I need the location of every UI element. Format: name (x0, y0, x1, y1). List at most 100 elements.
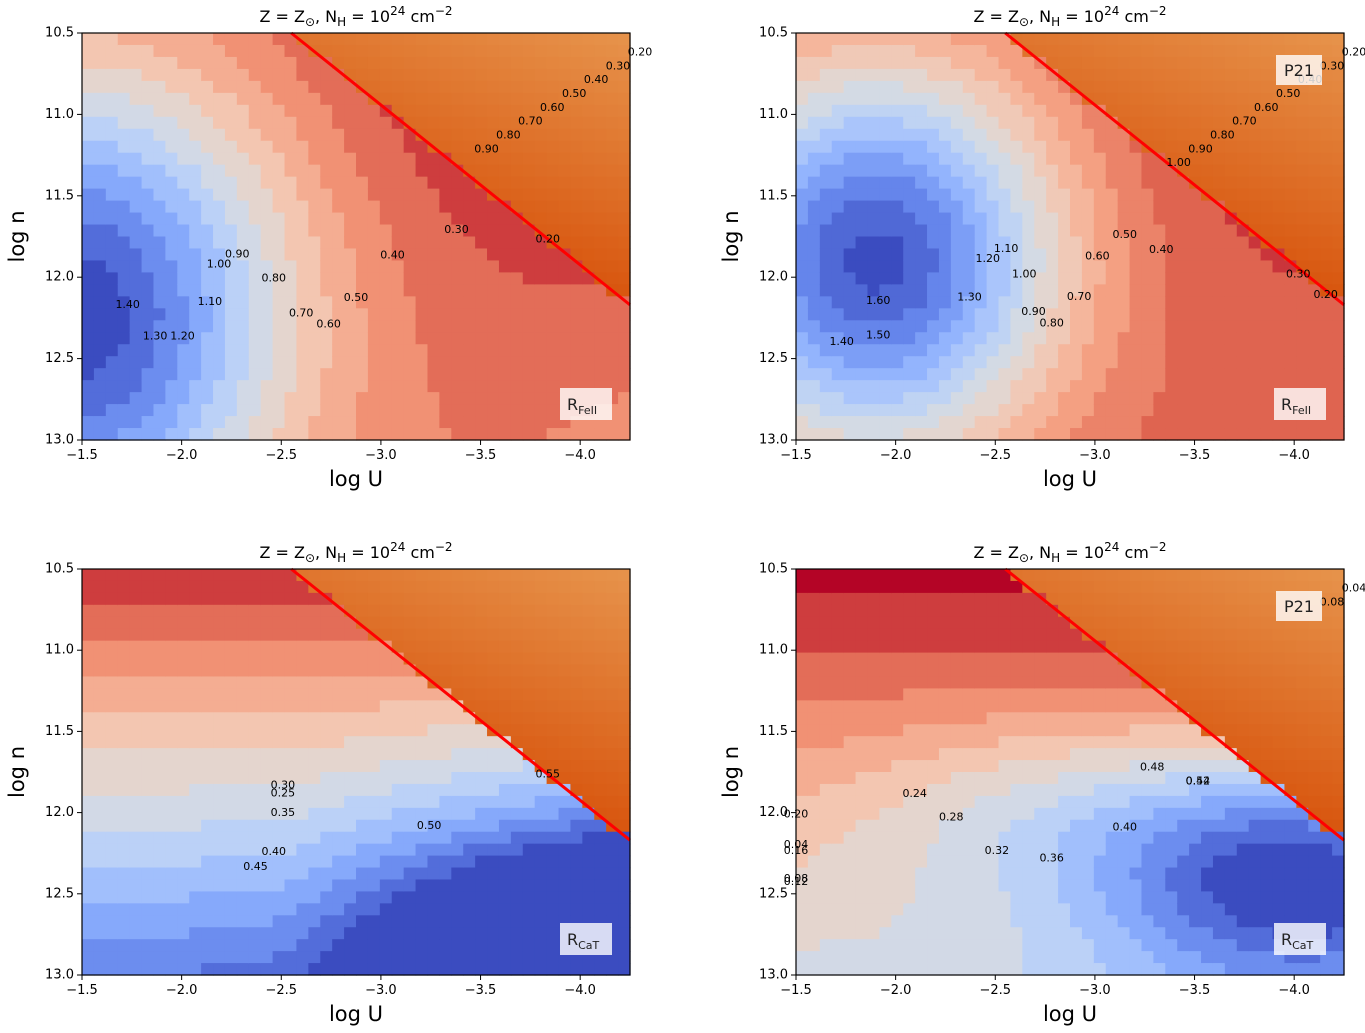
contour-cell (332, 260, 345, 274)
contour-cell (1177, 128, 1190, 142)
contour-cell (332, 44, 345, 58)
contour-cell (582, 284, 595, 297)
contour-cell (415, 748, 429, 761)
contour-cell (93, 676, 107, 690)
contour-cell (558, 664, 572, 678)
contour-cell (1046, 224, 1059, 238)
contour-cell (379, 783, 393, 797)
contour-cell (308, 236, 321, 250)
contour-cell (498, 831, 512, 845)
contour-cell (1296, 344, 1309, 357)
contour-cell (487, 843, 500, 857)
contour-cell (177, 843, 190, 857)
contour-cell (427, 116, 440, 130)
masked-value-label: 0.60 (1254, 101, 1279, 114)
contour-cell (475, 772, 488, 785)
contour-cell (201, 795, 214, 809)
contour-cell (332, 248, 345, 262)
contour-cell (606, 772, 619, 785)
contour-cell (403, 700, 417, 713)
contour-cell (296, 652, 309, 666)
contour-cell (236, 616, 250, 630)
contour-cell (117, 736, 131, 749)
contour-cell (974, 308, 988, 321)
contour-cell (558, 748, 572, 761)
contour-cell (1034, 332, 1047, 345)
contour-cell (1105, 188, 1119, 202)
contour-cell (260, 224, 274, 238)
contour-cell (819, 380, 833, 393)
y-tick-label: 12.0 (45, 270, 74, 285)
masked-value-label: 0.80 (496, 129, 521, 142)
contour-cell (403, 80, 417, 94)
contour-cell (356, 416, 369, 429)
contour-cell (1177, 344, 1190, 357)
contour-cell (391, 284, 405, 297)
contour-cell (843, 380, 857, 393)
contour-cell (594, 891, 607, 904)
contour-cell (141, 176, 155, 190)
contour-cell (105, 676, 119, 690)
contour-cell (819, 772, 833, 785)
contour-cell (189, 356, 202, 369)
contour-cell (1224, 332, 1238, 345)
contour-cell (1201, 284, 1214, 297)
contour-cell (546, 807, 560, 821)
contour-cell (475, 404, 488, 417)
contour-cell (831, 200, 845, 214)
contour-cell (475, 92, 488, 106)
contour-cell (915, 404, 928, 417)
contour-cell (498, 224, 512, 238)
contour-cell (117, 807, 131, 821)
contour-cell (141, 152, 155, 166)
contour-cell (1046, 176, 1059, 190)
contour-cell (296, 212, 309, 226)
contour-cell (1081, 260, 1095, 274)
contour-cell (93, 236, 107, 250)
contour-cell (415, 428, 429, 441)
contour-cell (332, 164, 345, 178)
contour-cell (403, 33, 417, 46)
contour-cell (1058, 332, 1071, 345)
contour-cell (439, 164, 452, 178)
contour-cell (391, 260, 405, 274)
contour-cell (1058, 380, 1071, 393)
contour-cell (415, 795, 429, 809)
contour-cell (986, 176, 1000, 190)
contour-cell (236, 224, 250, 238)
contour-cell (141, 212, 155, 226)
contour-cell (308, 748, 321, 761)
contour-cell (1201, 152, 1214, 166)
contour-cell (213, 56, 226, 70)
contour-cell (819, 248, 833, 262)
contour-cell (796, 272, 809, 285)
contour-cell (1105, 296, 1119, 309)
y-axis-label: log n (5, 746, 29, 798)
contour-cell (284, 128, 298, 142)
contour-cell (1046, 116, 1059, 130)
contour-cell (618, 116, 631, 130)
contour-cell (129, 652, 143, 666)
contour-cell (1296, 236, 1309, 250)
contour-cell (606, 128, 619, 142)
contour-cell (594, 772, 607, 785)
contour-cell (141, 855, 155, 869)
contour-cell (153, 569, 166, 582)
contour-cell (439, 284, 452, 297)
contour-cell (618, 188, 631, 202)
contour-cell (356, 772, 369, 785)
contour-cell (451, 392, 464, 405)
contour-cell (308, 843, 321, 857)
contour-cell (415, 368, 429, 381)
contour-cell (308, 368, 321, 381)
contour-cell (153, 891, 166, 904)
contour-cell (938, 200, 952, 214)
contour-cell (415, 344, 429, 357)
contour-cell (498, 915, 512, 928)
contour-cell (463, 963, 476, 976)
contour-cell (296, 640, 309, 654)
contour-cell (153, 356, 166, 369)
contour-cell (1272, 236, 1286, 250)
contour-cell (1105, 236, 1119, 250)
contour-cell (463, 140, 476, 154)
